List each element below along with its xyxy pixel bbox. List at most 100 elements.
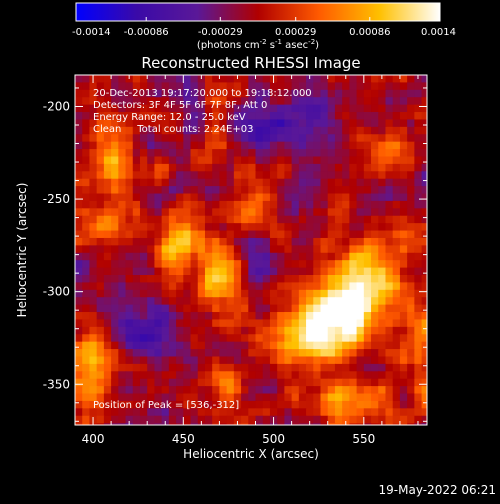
heatmap-cell — [320, 282, 329, 291]
heatmap-cell — [320, 267, 329, 276]
heatmap-cell — [399, 149, 408, 158]
heatmap-cell — [385, 275, 394, 284]
heatmap-cell — [298, 208, 307, 217]
heatmap-cell — [255, 319, 264, 328]
heatmap-cell — [139, 386, 148, 395]
heatmap-cell — [89, 363, 98, 372]
heatmap-cell — [241, 126, 249, 135]
heatmap-cell — [277, 156, 285, 165]
heatmap-cell — [356, 423, 365, 425]
heatmap-cell — [212, 356, 221, 365]
heatmap-cell — [407, 75, 415, 84]
heatmap-cell — [334, 349, 343, 358]
heatmap-cell — [82, 186, 91, 195]
heatmap-cell — [212, 208, 221, 217]
heatmap-cell — [204, 363, 213, 372]
heatmap-cell — [378, 408, 387, 417]
heatmap-cell — [168, 326, 177, 335]
heatmap-cell — [378, 223, 387, 232]
heatmap-cell — [118, 363, 127, 372]
heatmap-cell — [89, 282, 98, 291]
heatmap-cell — [111, 134, 119, 143]
heatmap-cell — [363, 215, 372, 224]
heatmap-cell — [277, 415, 285, 424]
heatmap-cell — [161, 163, 170, 172]
heatmap-cell — [284, 378, 293, 387]
heatmap-cell — [96, 363, 105, 372]
heatmap-cell — [342, 371, 350, 380]
heatmap-cell — [190, 289, 199, 298]
heatmap-cell — [262, 408, 271, 417]
heatmap-cell — [204, 156, 213, 165]
heatmap-cell — [89, 119, 98, 128]
heatmap-cell — [320, 297, 329, 306]
heatmap-cell — [190, 230, 199, 239]
heatmap-cell — [356, 97, 365, 106]
heatmap-cell — [306, 349, 314, 358]
heatmap-cell — [298, 223, 307, 232]
heatmap-cell — [371, 186, 379, 195]
heatmap-cell — [284, 89, 293, 98]
heatmap-cell — [82, 356, 91, 365]
heatmap-cell — [212, 245, 221, 254]
heatmap-cell — [147, 186, 156, 195]
heatmap-cell — [82, 112, 91, 121]
heatmap-cell — [183, 289, 192, 298]
heatmap-cell — [277, 82, 285, 91]
heatmap-cell — [399, 193, 408, 202]
heatmap-cell — [277, 378, 285, 387]
heatmap-cell — [414, 82, 423, 91]
heatmap-cell — [226, 141, 235, 150]
heatmap-cell — [89, 223, 98, 232]
heatmap-cell — [342, 393, 350, 402]
heatmap-cell — [168, 363, 177, 372]
heatmap-cell — [378, 82, 387, 91]
heatmap-cell — [183, 304, 192, 313]
heatmap-cell — [248, 326, 257, 335]
heatmap-cell — [399, 356, 408, 365]
heatmap-cell — [399, 119, 408, 128]
heatmap-cell — [176, 178, 184, 187]
heatmap-cell — [248, 237, 257, 246]
heatmap-cell — [421, 119, 427, 128]
heatmap-cell — [349, 282, 358, 291]
heatmap-cell — [399, 186, 408, 195]
heatmap-cell — [269, 334, 278, 343]
heatmap-cell — [378, 215, 387, 224]
heatmap-cell — [176, 215, 184, 224]
heatmap-cell — [89, 378, 98, 387]
heatmap-cell — [414, 356, 423, 365]
heatmap-cell — [226, 349, 235, 358]
heatmap-cell — [284, 104, 293, 113]
heatmap-cell — [291, 252, 300, 261]
heatmap-cell — [349, 237, 358, 246]
annotation-peak-position: Position of Peak = [536,-312] — [93, 400, 239, 411]
heatmap-cell — [103, 319, 112, 328]
heatmap-cell — [176, 112, 184, 121]
heatmap-cell — [75, 193, 83, 202]
heatmap-cell — [176, 415, 184, 424]
heatmap-cell — [197, 134, 206, 143]
heatmap-cell — [421, 378, 427, 387]
heatmap-cell — [118, 400, 127, 409]
heatmap-cell — [399, 297, 408, 306]
heatmap-cell — [154, 363, 163, 372]
heatmap-cell — [320, 163, 329, 172]
heatmap-cell — [262, 312, 271, 321]
heatmap-cell — [118, 230, 127, 239]
heatmap-cell — [82, 149, 91, 158]
heatmap-cell — [125, 200, 134, 209]
heatmap-cell — [421, 141, 427, 150]
heatmap-cell — [334, 423, 343, 425]
heatmap-cell — [269, 230, 278, 239]
heatmap-cell — [82, 75, 91, 84]
heatmap-cell — [82, 267, 91, 276]
heatmap-cell — [118, 178, 127, 187]
heatmap-cell — [176, 289, 184, 298]
heatmap-cell — [320, 156, 329, 165]
heatmap-cell — [233, 275, 242, 284]
heatmap-cell — [277, 230, 285, 239]
heatmap-cell — [269, 408, 278, 417]
heatmap-cell — [183, 312, 192, 321]
heatmap-cell — [334, 275, 343, 284]
